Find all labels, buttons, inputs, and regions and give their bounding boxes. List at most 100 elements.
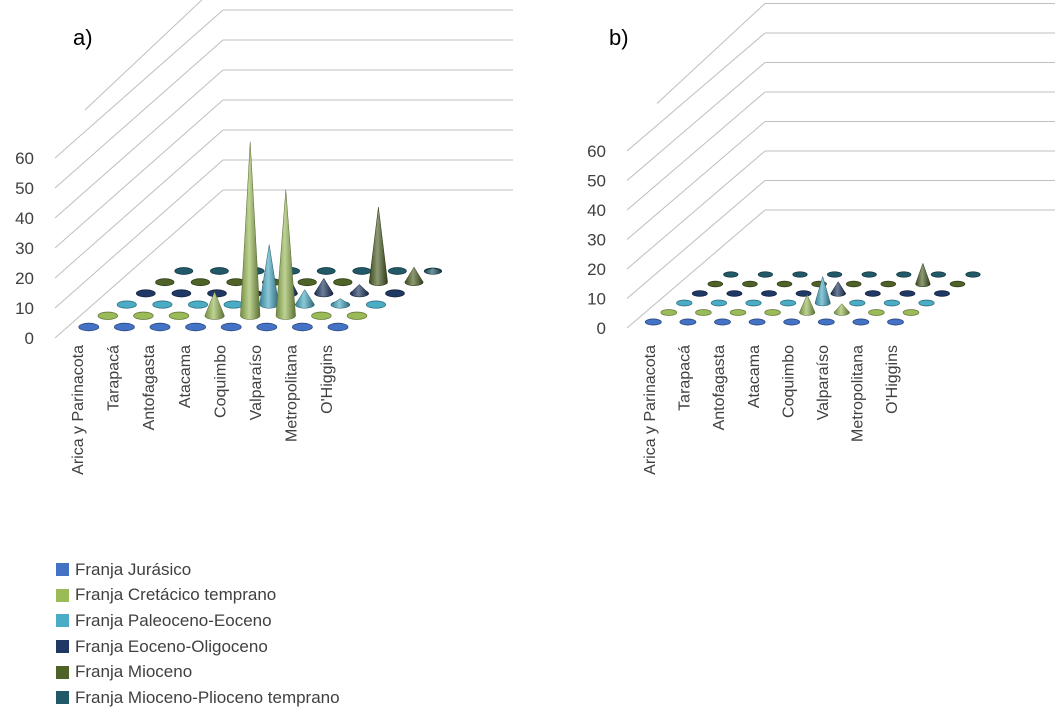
cone-mark <box>723 271 739 278</box>
cone-mark <box>783 318 801 326</box>
cone-base <box>742 280 758 288</box>
cone-base <box>918 299 935 307</box>
category-label: Arica y Parinacota <box>70 345 87 475</box>
y-tick-label: 30 <box>15 239 34 258</box>
category-label: Antofagasta <box>711 345 728 431</box>
cone-body <box>833 303 850 316</box>
cone-base <box>695 309 712 316</box>
cone-base <box>723 271 739 278</box>
cone-mark <box>883 299 900 307</box>
cone-base <box>679 318 697 326</box>
cone-mark <box>780 299 797 307</box>
y-tick-label: 60 <box>15 149 34 168</box>
cone-base <box>187 300 208 309</box>
category-label: Valparaíso <box>815 345 832 420</box>
cone-mark <box>849 299 866 307</box>
cone-mark <box>97 311 119 320</box>
cone-base <box>707 280 724 288</box>
cone-mark <box>902 309 920 316</box>
category-label: Metropolitana <box>850 345 867 442</box>
y-tick-label: 50 <box>587 172 606 191</box>
cone-base <box>114 322 135 332</box>
cone-base <box>726 290 743 297</box>
category-label: Valparaíso <box>248 345 265 420</box>
cone-mark <box>965 271 981 278</box>
cone-base <box>792 271 808 278</box>
wall-gridline <box>54 99 224 249</box>
cone-mark <box>710 299 727 307</box>
cone-base <box>297 278 317 287</box>
cone-body <box>814 275 831 307</box>
category-label: Tarapacá <box>677 345 694 411</box>
wall-gridline <box>626 150 766 270</box>
cone-mark <box>294 289 315 309</box>
cone-base <box>352 267 372 275</box>
cone-base <box>97 311 119 320</box>
legend-swatch <box>56 614 69 628</box>
cone-mark <box>333 278 353 287</box>
cone-base <box>852 318 870 326</box>
legend-label: Franja Paleoceno-Eoceno <box>75 610 272 630</box>
cone-base <box>757 271 774 278</box>
cone-base <box>949 280 966 288</box>
cone-base <box>868 309 885 316</box>
cone-mark <box>676 299 693 307</box>
legend-label: Franja Mioceno-Plioceno temprano <box>75 687 340 707</box>
cone-mark <box>691 290 708 297</box>
category-label: Atacama <box>177 345 194 408</box>
legend-item-mioceno: Franja Mioceno <box>56 659 340 685</box>
cone-base <box>714 318 731 326</box>
cone-mark <box>745 299 762 307</box>
cone-base <box>930 271 947 278</box>
cone-mark <box>220 322 242 332</box>
cone-body <box>259 244 280 309</box>
cone-base <box>817 318 835 326</box>
cone-mark <box>223 300 244 309</box>
y-tick-label: 30 <box>587 231 606 250</box>
cone-base <box>965 271 981 278</box>
cone-base <box>883 299 900 307</box>
wall-gridline <box>54 39 224 189</box>
cone-body <box>423 267 443 275</box>
cone-mark <box>114 322 135 332</box>
y-tick-label: 60 <box>587 142 606 161</box>
cone-mark <box>78 322 100 332</box>
y-tick-label: 50 <box>15 179 34 198</box>
cone-mark <box>387 267 407 275</box>
cone-mark <box>149 322 171 332</box>
legend-swatch <box>56 563 69 577</box>
cone-mark <box>423 267 443 275</box>
cone-base <box>174 267 194 275</box>
cone-mark <box>365 300 386 309</box>
legend-item-paleoceno-eoceno: Franja Paleoceno-Eoceno <box>56 608 340 634</box>
cone-body <box>368 207 388 286</box>
cone-body <box>275 189 296 320</box>
cone-mark <box>695 309 712 316</box>
cone-base <box>776 280 793 288</box>
cone-base <box>826 271 843 278</box>
cone-base <box>168 311 190 320</box>
cone-mark <box>385 289 405 298</box>
category-label: Coquimbo <box>212 345 229 418</box>
cone-base <box>190 278 210 287</box>
cone-mark <box>707 280 724 288</box>
cone-mark <box>133 311 154 320</box>
cone-mark <box>826 271 843 278</box>
cone-body <box>204 291 225 320</box>
wall-gridline <box>54 129 224 279</box>
cone-base <box>209 267 229 275</box>
category-label: Metropolitana <box>284 345 301 442</box>
cone-mark <box>187 300 208 309</box>
cone-mark <box>330 298 351 309</box>
cone-mark <box>833 303 850 316</box>
cone-base <box>849 299 866 307</box>
cone-mark <box>799 294 816 316</box>
cone-mark <box>861 271 877 278</box>
cone-base <box>133 311 154 320</box>
panel-label-a: a) <box>73 25 93 50</box>
cone-body <box>349 284 370 298</box>
y-tick-label: 40 <box>15 209 34 228</box>
cone-mark <box>136 289 156 298</box>
chart-b: b) 0 10 20 30 40 50 60 Arica y Parinacota Tarapa… <box>587 3 1055 475</box>
cone-base <box>346 311 368 320</box>
